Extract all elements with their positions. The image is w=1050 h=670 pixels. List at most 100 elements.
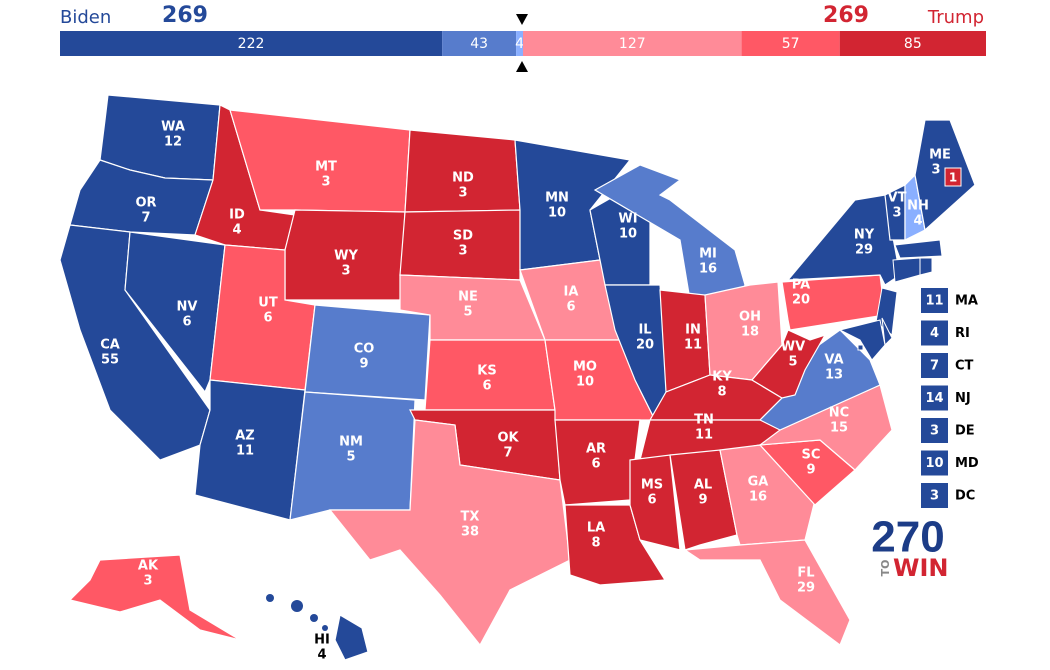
state-votes: 6	[566, 300, 575, 315]
state-abbr: HI	[314, 633, 330, 648]
state-votes: 4	[317, 648, 326, 663]
state-votes: 9	[698, 493, 707, 508]
state	[751, 329, 827, 399]
state	[554, 419, 641, 506]
state-votes: 3	[341, 264, 350, 279]
callout-box	[921, 483, 948, 508]
state-votes: 6	[263, 311, 272, 326]
midpoint-marker	[516, 61, 528, 72]
state-abbr: WA	[161, 120, 185, 135]
state-votes: 9	[806, 463, 815, 478]
district-box	[944, 167, 962, 187]
callout-votes: 10	[925, 456, 943, 471]
state-abbr: CO	[354, 342, 375, 357]
state-abbr: WV	[781, 340, 805, 355]
state-abbr: OH	[739, 310, 761, 325]
state-votes: 29	[855, 243, 873, 258]
state-abbr: WI	[618, 212, 637, 227]
state-abbr: AL	[694, 478, 712, 493]
segment-label: 43	[470, 36, 488, 52]
state-votes: 6	[591, 457, 600, 472]
state-abbr: OR	[135, 196, 156, 211]
state-abbr: TN	[694, 413, 714, 428]
state-votes: 38	[461, 525, 479, 540]
callout-box	[921, 320, 948, 346]
state	[875, 287, 898, 336]
state-votes: 4	[913, 214, 922, 229]
state	[683, 539, 851, 646]
state-abbr: AZ	[235, 429, 255, 444]
logo-to: TO	[879, 560, 892, 577]
state	[669, 449, 738, 551]
state-votes: 6	[482, 379, 491, 394]
state-abbr: WY	[334, 249, 358, 264]
state	[266, 594, 274, 602]
state	[334, 614, 369, 661]
state	[310, 614, 318, 622]
state-abbr: NC	[829, 406, 849, 421]
right-candidate: Trump	[927, 7, 984, 28]
state-votes: 11	[684, 338, 702, 353]
segment-label: 127	[619, 36, 646, 52]
callout-box	[921, 353, 948, 378]
state-votes: 11	[695, 428, 713, 443]
state-votes: 12	[164, 135, 182, 150]
state-abbr: OK	[497, 431, 519, 446]
segment-label: 85	[904, 36, 922, 52]
bar-segment	[60, 31, 443, 56]
state-abbr: ME	[929, 148, 951, 163]
state-votes: 15	[830, 421, 848, 436]
callout-abbr: MD	[955, 456, 979, 471]
states	[59, 94, 976, 661]
state	[322, 625, 328, 631]
state	[284, 209, 406, 301]
segment-label: 4	[515, 36, 524, 52]
callout-box	[921, 418, 948, 443]
callout-abbr: DC	[955, 489, 975, 504]
state-abbr: NE	[458, 290, 478, 305]
callout-abbr: RI	[955, 326, 970, 341]
state-votes: 3	[458, 244, 467, 259]
callout-abbr: DE	[955, 424, 975, 439]
state	[291, 600, 303, 612]
callout-box	[921, 385, 948, 411]
state-abbr: AR	[586, 442, 606, 457]
state-abbr: TX	[461, 510, 480, 525]
state-abbr: UT	[258, 296, 278, 311]
state	[68, 554, 241, 641]
state-votes: 8	[717, 385, 726, 400]
state-abbr: CA	[100, 338, 120, 353]
state-abbr: GA	[748, 475, 769, 490]
callout-abbr: NJ	[955, 391, 971, 406]
state-votes: 3	[143, 574, 152, 589]
state-votes: 6	[647, 493, 656, 508]
state-abbr: AK	[138, 559, 159, 574]
logo: 270 TO WIN	[871, 513, 948, 582]
state-abbr: NV	[177, 300, 198, 315]
state-abbr: NH	[907, 199, 929, 214]
state-votes: 4	[232, 223, 241, 238]
state-votes: 5	[463, 305, 472, 320]
logo-number: 270	[871, 513, 944, 562]
state-votes: 3	[321, 175, 330, 190]
state-abbr: IL	[638, 323, 651, 338]
state-abbr: KS	[477, 364, 496, 379]
state-abbr: MS	[641, 478, 663, 493]
callout-box	[921, 288, 948, 313]
state	[786, 194, 901, 286]
bar-segment	[442, 31, 517, 56]
state-votes: 18	[741, 325, 759, 340]
bar-segment	[523, 31, 742, 56]
state-abbr: PA	[792, 278, 810, 293]
state-votes: 13	[825, 368, 843, 383]
callout-box	[921, 450, 948, 476]
state-votes: 55	[101, 353, 119, 368]
state-votes: 3	[931, 163, 940, 178]
state-abbr: VT	[888, 191, 907, 206]
callout-abbr: MA	[955, 294, 978, 309]
segment-label: 222	[238, 36, 265, 52]
state	[881, 317, 893, 347]
state-abbr: SD	[453, 229, 473, 244]
callout-votes: 4	[930, 326, 939, 341]
state-votes: 3	[892, 206, 901, 221]
